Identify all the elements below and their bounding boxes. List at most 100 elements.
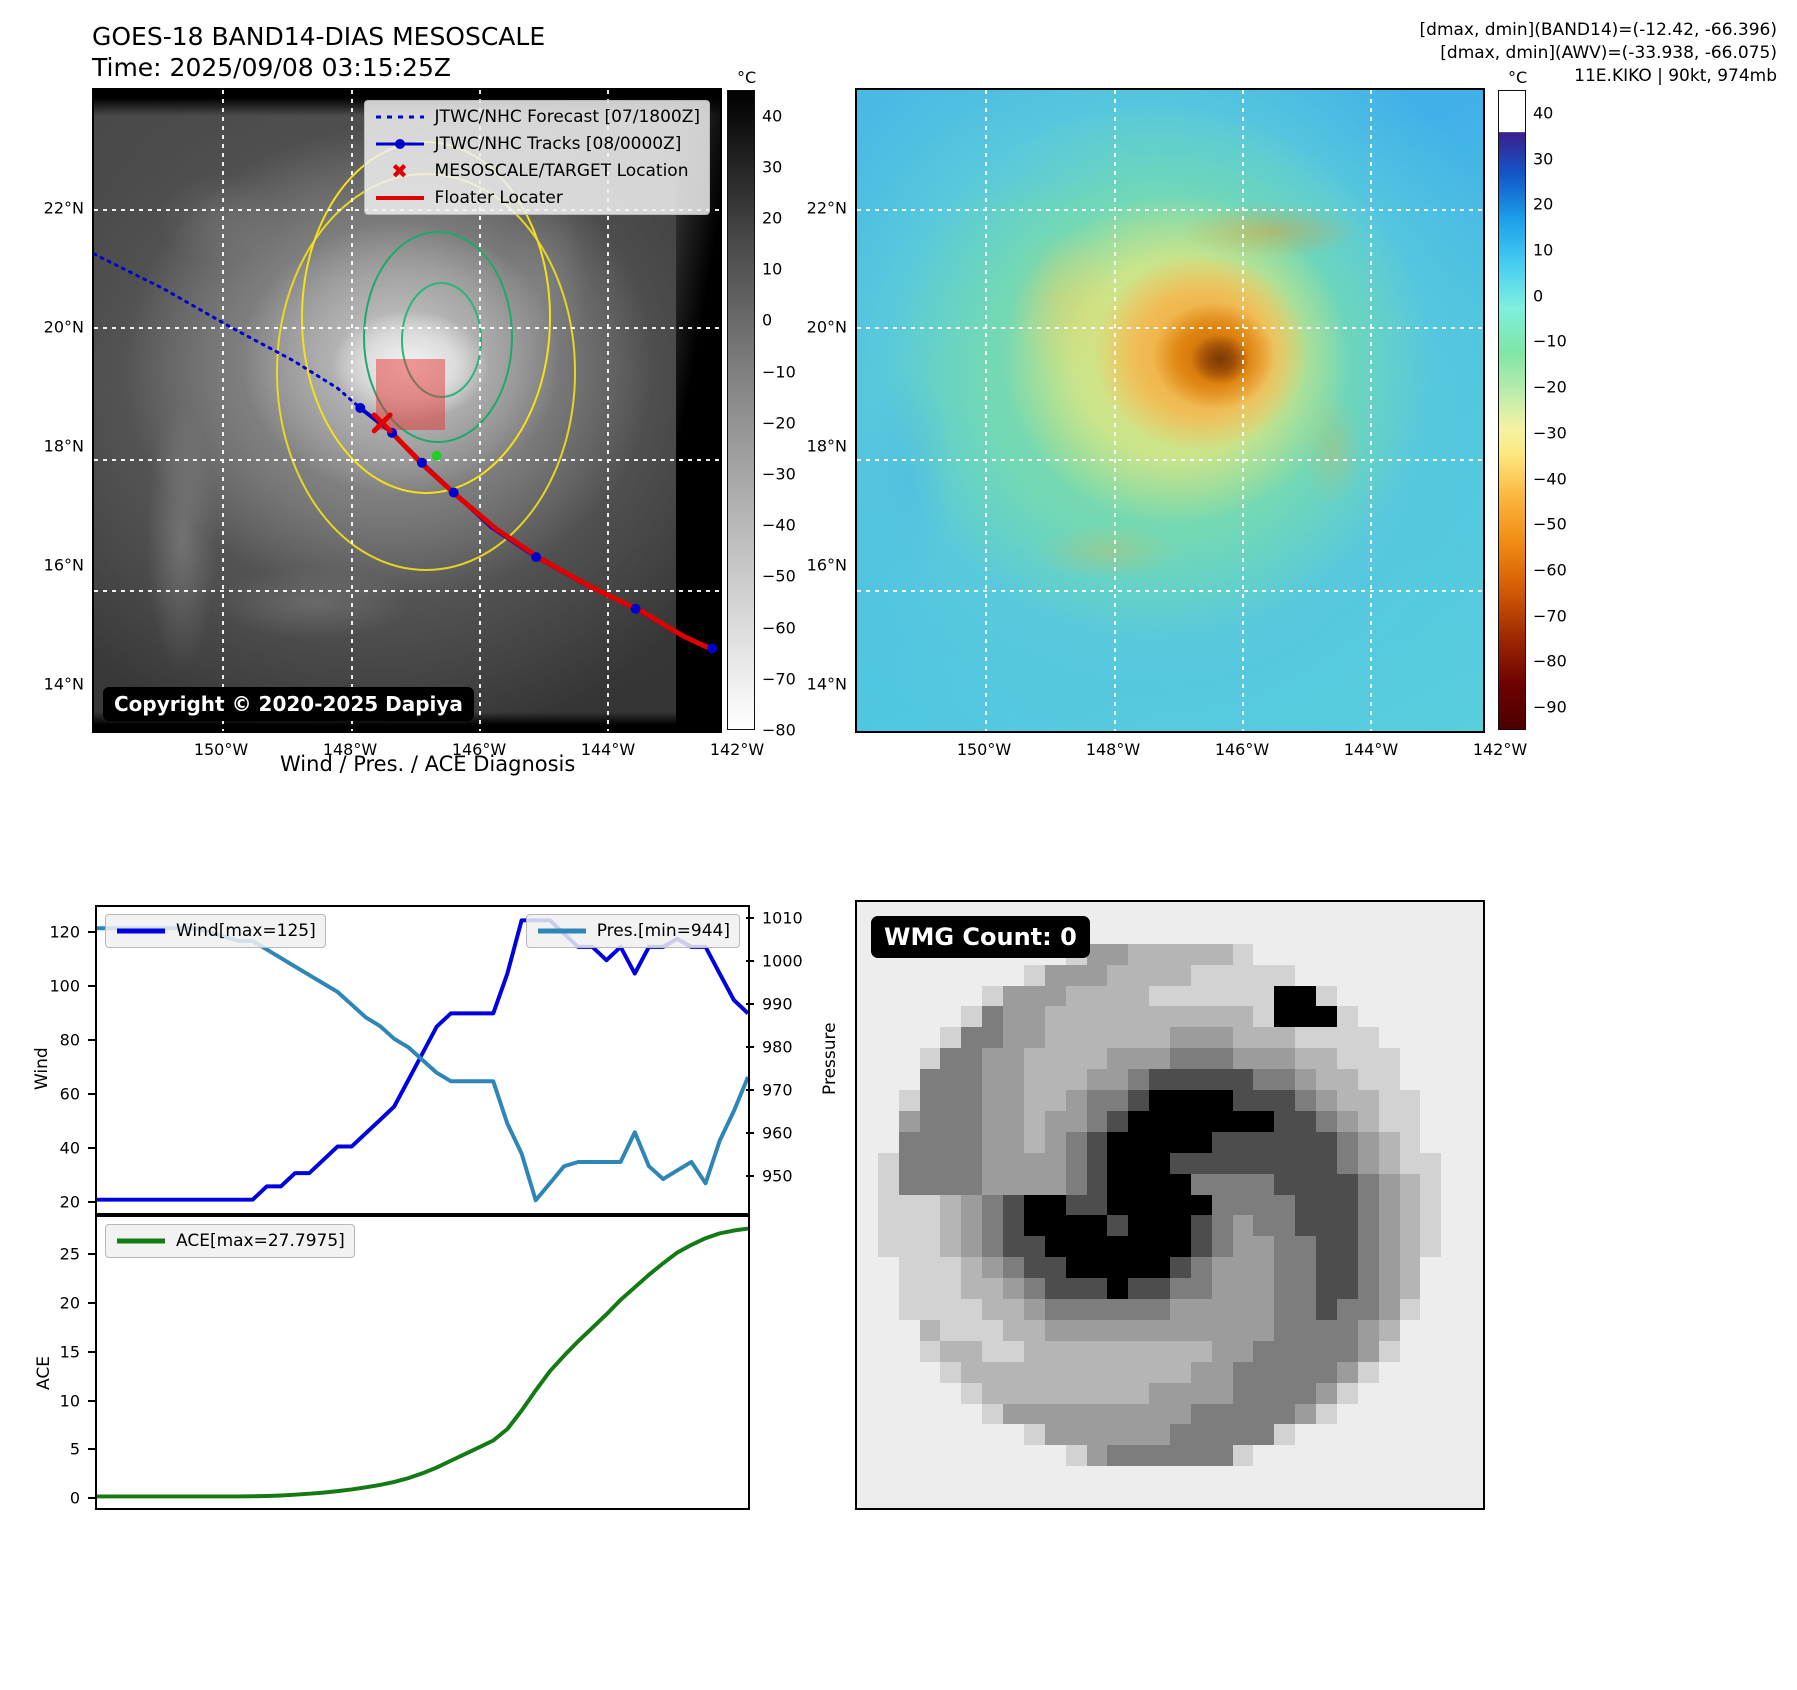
colorbar-tick-label: 0: [1533, 286, 1544, 306]
wmg-cell: [1357, 1278, 1380, 1301]
legend-label-ace: ACE[max=27.7975]: [176, 1231, 345, 1251]
wmg-cell: [1044, 1340, 1067, 1363]
wmg-cell: [1357, 1090, 1380, 1113]
wmg-cell: [1253, 1236, 1276, 1259]
wmg-cell: [1316, 1236, 1339, 1259]
wmg-cell: [1003, 964, 1026, 987]
wmg-cell: [1128, 1382, 1151, 1405]
wmg-cell: [1295, 964, 1318, 987]
wmg-cell: [1003, 1173, 1026, 1196]
wmg-cell: [1044, 1173, 1067, 1196]
wmg-cell: [1149, 902, 1172, 925]
wmg-cell: [940, 1194, 963, 1217]
wmg-cell: [1274, 1173, 1297, 1196]
wmg-cell: [877, 1236, 900, 1259]
wmg-cell: [961, 1027, 984, 1050]
wmg-cell: [1357, 1299, 1380, 1322]
wmg-panel[interactable]: WMG Count: 0: [855, 900, 1485, 1510]
wmg-cell: [982, 1319, 1005, 1343]
y-tick-label: 16°N: [43, 555, 84, 575]
wmg-cell: [1420, 1048, 1443, 1071]
wmg-cell: [1295, 1194, 1318, 1217]
wmg-cell: [1232, 1445, 1255, 1468]
wmg-count-badge: WMG Count: 0: [871, 916, 1090, 958]
wmg-cell: [1211, 1173, 1234, 1196]
wmg-cell: [1170, 1487, 1193, 1508]
wmg-cell: [1253, 1173, 1276, 1196]
wmg-cell: [1357, 1382, 1380, 1405]
wmg-cell: [1420, 1278, 1443, 1301]
wmg-cell: [1128, 1445, 1151, 1468]
wmg-cell: [1149, 1487, 1172, 1508]
wmg-cell: [1003, 1278, 1026, 1301]
wmg-cell: [1065, 1131, 1088, 1154]
wmg-cell: [1003, 1257, 1026, 1280]
wmg-cell: [1232, 1403, 1255, 1426]
wmg-cell: [1378, 1069, 1401, 1092]
wmg-cell: [1357, 943, 1380, 966]
wmg-cell: [940, 1466, 963, 1489]
wmg-cell: [1274, 1131, 1297, 1154]
wmg-cell: [898, 1257, 921, 1280]
wmg-cell: [1149, 964, 1172, 987]
wmg-cell: [877, 1487, 900, 1508]
storm-track-overlay: [94, 252, 718, 654]
awv-satellite-panel[interactable]: [855, 88, 1485, 733]
wmg-cell: [1128, 1131, 1151, 1154]
wmg-cell: [1462, 1361, 1483, 1384]
wmg-cell: [898, 1487, 921, 1508]
wmg-cell: [961, 1048, 984, 1071]
wmg-cell: [1399, 1006, 1422, 1029]
wmg-cell: [1357, 1340, 1380, 1363]
colorbar-tick-label: −10: [1533, 331, 1567, 351]
header-stats: [dmax, dmin](BAND14)=(-12.42, -66.396) […: [1420, 20, 1777, 86]
wmg-cell: [1295, 1090, 1318, 1113]
wmg-cell: [1003, 1340, 1026, 1363]
wmg-cell: [1044, 1006, 1067, 1029]
wmg-cell: [1003, 1006, 1026, 1029]
wmg-cell: [1086, 902, 1109, 925]
wmg-cell: [1023, 1069, 1047, 1092]
wmg-cell: [1044, 1403, 1067, 1426]
wmg-cell: [1170, 1194, 1193, 1217]
wmg-cell: [1274, 964, 1297, 987]
wmg-cell: [1170, 1382, 1193, 1405]
wmg-cell: [857, 1194, 880, 1217]
wmg-cell: [1420, 985, 1443, 1008]
wmg-cell: [982, 964, 1005, 987]
wmg-cell: [940, 1027, 963, 1050]
wmg-cell: [1211, 1194, 1234, 1217]
ace-chart[interactable]: ACE[max=27.7975]: [95, 1215, 750, 1510]
gridline-vertical: [1241, 90, 1244, 731]
wmg-cell: [1149, 1194, 1172, 1217]
wmg-cell: [1128, 1152, 1151, 1175]
series-line: [97, 918, 748, 1202]
wmg-cell: [898, 1236, 921, 1259]
wmg-cell: [1149, 1466, 1172, 1489]
ir-satellite-panel[interactable]: JTWC/NHC Forecast [07/1800Z] JTWC/NHC Tra…: [92, 88, 722, 733]
copyright-badge: Copyright © 2020-2025 Dapiya: [103, 687, 474, 721]
wmg-cell: [1295, 1278, 1318, 1301]
wmg-cell: [1462, 1466, 1483, 1489]
tick-mark: [88, 1497, 96, 1500]
wind-pressure-chart[interactable]: Wind[max=125] Pres.[min=944]: [95, 905, 750, 1215]
wmg-cell: [1065, 1299, 1088, 1322]
wmg-cell: [1399, 1173, 1422, 1196]
wmg-cell: [1295, 985, 1318, 1008]
wmg-cell: [1441, 1006, 1464, 1029]
wmg-cell: [857, 1090, 880, 1113]
tick-mark: [746, 1175, 754, 1178]
wmg-cell: [1086, 1006, 1109, 1029]
wmg-cell: [940, 1069, 963, 1092]
wmg-cell: [1190, 1361, 1213, 1384]
wmg-cell: [1441, 1173, 1464, 1196]
tick-mark: [746, 1003, 754, 1006]
wmg-cell: [1336, 1424, 1360, 1447]
wmg-cell: [1399, 1027, 1422, 1050]
wmg-cell: [919, 1257, 942, 1280]
wmg-cell: [1462, 1006, 1483, 1029]
wmg-cell: [1357, 1006, 1380, 1029]
ace-tick-label: 15: [59, 1342, 80, 1362]
wmg-cell: [1190, 943, 1213, 966]
wmg-cell: [1190, 1257, 1213, 1280]
